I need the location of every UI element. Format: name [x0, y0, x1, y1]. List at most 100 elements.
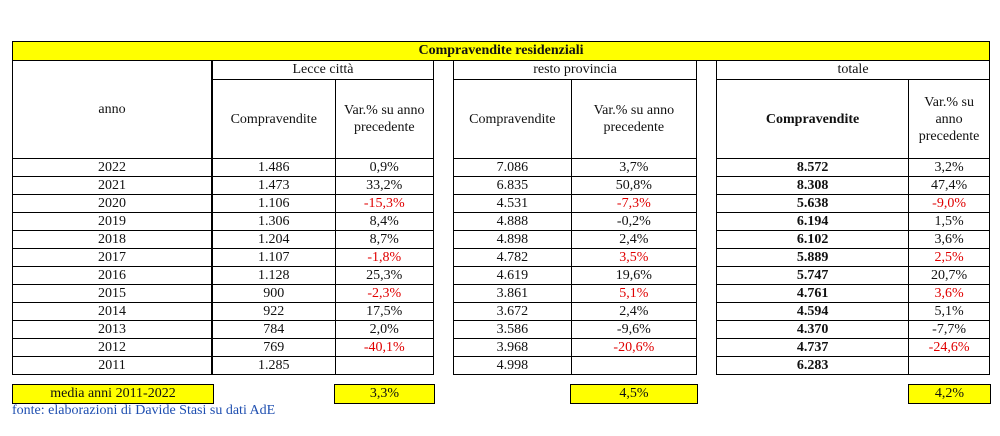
cell-rc: 3.586: [453, 320, 572, 339]
cell-tc: 5.747: [715, 266, 910, 285]
table-row: 3.586 -9,6%: [453, 320, 698, 339]
table-row: 4.888 -0,2%: [453, 212, 698, 231]
cell-lc: 1.306: [212, 212, 336, 231]
resto-table: resto provincia Compravendite Var.% su a…: [453, 60, 698, 375]
totale-var-line3: precedente: [918, 128, 980, 144]
cell-anno: 2021: [12, 176, 212, 195]
cell-anno: 2018: [12, 230, 212, 249]
cell-tv: -24,6%: [908, 338, 990, 357]
table-row: 6.283: [715, 356, 990, 375]
table-row: 2015: [12, 284, 212, 303]
table-row: 3.968 -20,6%: [453, 338, 698, 357]
cell-rc: 3.968: [453, 338, 572, 357]
cell-lv: -15,3%: [334, 194, 434, 213]
media-resto: 4,5%: [570, 384, 698, 404]
table-row: 4.370 -7,7%: [715, 320, 990, 339]
cell-lv: 0,9%: [334, 158, 434, 177]
cell-rc: 3.672: [453, 302, 572, 321]
cell-anno: 2013: [12, 320, 212, 339]
table-row: 3.672 2,4%: [453, 302, 698, 321]
cell-tc: 4.594: [715, 302, 910, 321]
table-row: 6.102 3,6%: [715, 230, 990, 249]
cell-lc: 900: [212, 284, 336, 303]
table-row: 5.638 -9,0%: [715, 194, 990, 213]
cell-rv: -20,6%: [570, 338, 698, 357]
cell-anno: 2017: [12, 248, 212, 267]
table-row: 5.889 2,5%: [715, 248, 990, 267]
cell-lv: 17,5%: [334, 302, 434, 321]
cell-lc: 922: [212, 302, 336, 321]
anno-column-table: anno 2022 2021 2020 2019 2018 2017 2016 2015 201…: [12, 60, 212, 375]
table-row: 1.107 -1,8%: [212, 248, 434, 267]
cell-tv: -7,7%: [908, 320, 990, 339]
cell-lv: -2,3%: [334, 284, 434, 303]
table-row: 784 2,0%: [212, 320, 434, 339]
table-row: 2011: [12, 356, 212, 375]
cell-lc: 1.107: [212, 248, 336, 267]
cell-tc: 4.761: [715, 284, 910, 303]
anno-header: anno: [12, 60, 212, 159]
cell-lv: -1,8%: [334, 248, 434, 267]
cell-tc: 6.102: [715, 230, 910, 249]
table-row: 1.128 25,3%: [212, 266, 434, 285]
table-row: 2021: [12, 176, 212, 195]
cell-tc: 6.283: [715, 356, 910, 375]
cell-rv: -0,2%: [570, 212, 698, 231]
cell-tc: 5.638: [715, 194, 910, 213]
table-row: 2012: [12, 338, 212, 357]
table-row: 5.747 20,7%: [715, 266, 990, 285]
cell-lv: 33,2%: [334, 176, 434, 195]
table-row: 7.086 3,7%: [453, 158, 698, 177]
media-lecce: 3,3%: [334, 384, 435, 404]
cell-rv: [570, 356, 698, 375]
resto-header: resto provincia: [453, 60, 697, 80]
table-title: Compravendite residenziali: [12, 41, 990, 61]
cell-rc: 4.998: [453, 356, 572, 375]
cell-tc: 6.194: [715, 212, 910, 231]
table-row: 900 -2,3%: [212, 284, 434, 303]
cell-lv: 25,3%: [334, 266, 434, 285]
table-row: 3.861 5,1%: [453, 284, 698, 303]
cell-anno: 2020: [12, 194, 212, 213]
cell-rv: 3,7%: [570, 158, 698, 177]
cell-tv: 3,6%: [908, 284, 990, 303]
anno-header-label: anno: [98, 102, 126, 117]
cell-anno: 2016: [12, 266, 212, 285]
totale-var-line2: anno: [935, 111, 963, 127]
cell-rc: 4.898: [453, 230, 572, 249]
cell-lv: 8,4%: [334, 212, 434, 231]
cell-rc: 4.782: [453, 248, 572, 267]
table-row: 4.737 -24,6%: [715, 338, 990, 357]
cell-lc: 1.486: [212, 158, 336, 177]
cell-rv: -7,3%: [570, 194, 698, 213]
table-row: 2017: [12, 248, 212, 267]
cell-rv: 5,1%: [570, 284, 698, 303]
cell-anno: 2015: [12, 284, 212, 303]
table-row: 4.761 3,6%: [715, 284, 990, 303]
cell-tv: 47,4%: [908, 176, 990, 195]
cell-lc: 1.473: [212, 176, 336, 195]
table-row: 4.898 2,4%: [453, 230, 698, 249]
table-row: 2022: [12, 158, 212, 177]
source-note: fonte: elaborazioni di Davide Stasi su d…: [12, 403, 276, 418]
cell-lc: 1.106: [212, 194, 336, 213]
cell-lv: 2,0%: [334, 320, 434, 339]
totale-compravendite-header: Compravendite: [715, 79, 910, 159]
cell-rv: 19,6%: [570, 266, 698, 285]
cell-anno: 2022: [12, 158, 212, 177]
cell-lv: [334, 356, 434, 375]
totale-var-line1: Var.% su: [924, 94, 974, 110]
table-row: 2020: [12, 194, 212, 213]
cell-tv: [908, 356, 990, 375]
cell-lv: 8,7%: [334, 230, 434, 249]
cell-tv: 3,2%: [908, 158, 990, 177]
lecce-compravendite-header: Compravendite: [212, 79, 336, 159]
table-row: 1.285: [212, 356, 434, 375]
cell-tc: 5.889: [715, 248, 910, 267]
table-row: 2018: [12, 230, 212, 249]
cell-anno: 2014: [12, 302, 212, 321]
totale-table: totale Compravendite Var.% su anno prece…: [715, 60, 990, 375]
lecce-var-label: Var.% su anno precedente: [344, 103, 425, 135]
table-row: 4.531 -7,3%: [453, 194, 698, 213]
cell-rc: 6.835: [453, 176, 572, 195]
